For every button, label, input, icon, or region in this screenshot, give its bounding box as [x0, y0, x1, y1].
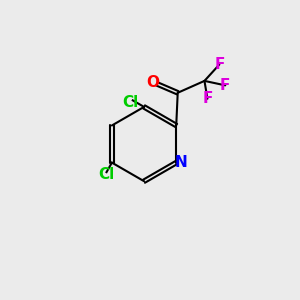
Text: F: F [220, 78, 230, 93]
Text: F: F [202, 91, 213, 106]
Text: O: O [146, 75, 159, 90]
Text: Cl: Cl [98, 167, 114, 182]
Text: Cl: Cl [123, 95, 139, 110]
Text: N: N [174, 155, 187, 170]
Text: F: F [214, 57, 224, 72]
